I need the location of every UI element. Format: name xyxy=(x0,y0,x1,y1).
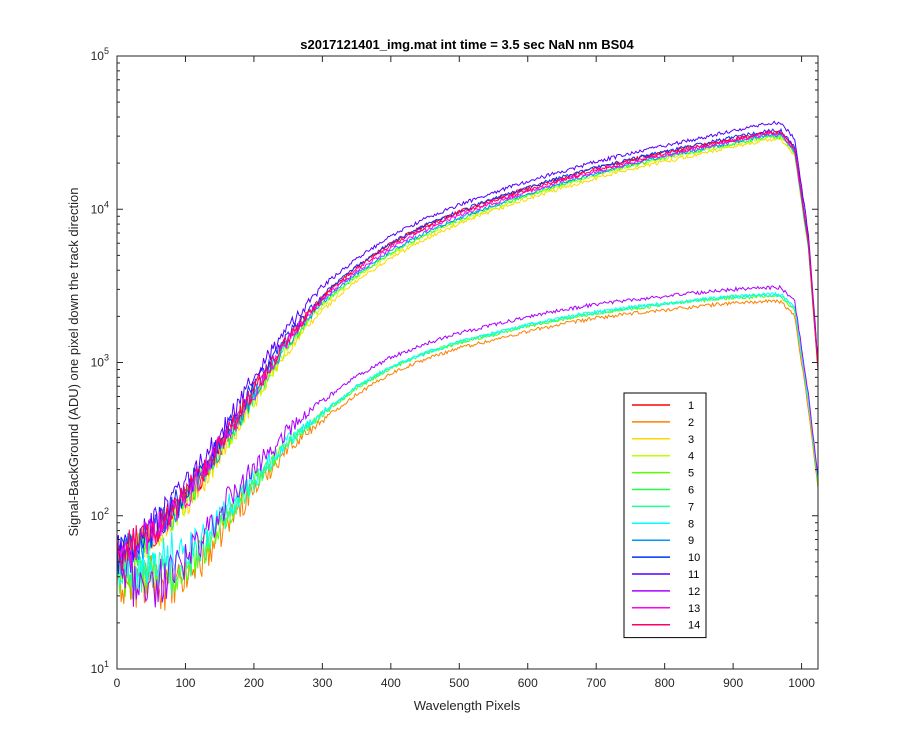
x-tick-label: 100 xyxy=(175,676,195,690)
x-tick-label: 900 xyxy=(723,676,743,690)
x-tick-label: 800 xyxy=(655,676,675,690)
x-axis-label: Wavelength Pixels xyxy=(414,698,521,713)
series-layer xyxy=(117,120,818,611)
y-axis-label: Signal-BackGround (ADU) one pixel down t… xyxy=(66,187,81,536)
y-tick-label: 102 xyxy=(91,506,109,523)
series-line-6 xyxy=(117,133,818,572)
x-tick-label: 1000 xyxy=(788,676,815,690)
legend-entry-label: 7 xyxy=(688,501,694,513)
y-tick-exponent: 4 xyxy=(104,199,109,209)
y-tick-exponent: 1 xyxy=(104,659,109,669)
y-tick-base: 10 xyxy=(91,509,105,523)
y-tick-label: 105 xyxy=(91,46,109,63)
legend-entry-label: 9 xyxy=(688,535,694,547)
legend-entry-label: 6 xyxy=(688,485,694,497)
y-tick-base: 10 xyxy=(91,662,105,676)
series-line-11 xyxy=(117,120,818,565)
legend-entry-label: 10 xyxy=(688,552,700,564)
series-line-8 xyxy=(117,291,818,591)
legend-entry-label: 13 xyxy=(688,603,700,615)
y-tick-label: 103 xyxy=(91,353,109,370)
ticks-layer: 0 100 200 300 400 500 600 700 800 900 100010110210… xyxy=(91,46,818,690)
y-tick-label: 104 xyxy=(91,199,109,216)
y-tick-exponent: 5 xyxy=(104,46,109,56)
legend-entry-label: 4 xyxy=(688,451,694,463)
legend-entry-label: 14 xyxy=(688,620,700,632)
x-tick-label: 500 xyxy=(449,676,469,690)
legend-entry-label: 12 xyxy=(688,586,700,598)
x-tick-label: 700 xyxy=(586,676,606,690)
legend-entry-label: 8 xyxy=(688,518,694,530)
plot-area xyxy=(117,56,818,669)
legend-box xyxy=(623,392,707,639)
chart-title: s2017121401_img.mat int time = 3.5 sec N… xyxy=(300,37,634,52)
y-tick-label: 101 xyxy=(91,659,109,676)
y-tick-exponent: 2 xyxy=(104,506,109,516)
legend-entry-label: 2 xyxy=(688,417,694,429)
x-tick-label: 400 xyxy=(381,676,401,690)
x-tick-label: 200 xyxy=(244,676,264,690)
series-line-12 xyxy=(117,284,818,608)
y-tick-base: 10 xyxy=(91,202,105,216)
x-tick-label: 300 xyxy=(312,676,332,690)
series-line-2 xyxy=(117,298,818,611)
y-tick-base: 10 xyxy=(91,49,105,63)
x-tick-label: 0 xyxy=(114,676,121,690)
legend-entry-label: 3 xyxy=(688,434,694,446)
x-tick-label: 600 xyxy=(518,676,538,690)
legend-entry-label: 5 xyxy=(688,468,694,480)
legend-entry-label: 11 xyxy=(688,569,699,581)
legend-entry-label: 1 xyxy=(688,400,694,412)
series-line-14 xyxy=(117,129,818,572)
y-tick-exponent: 3 xyxy=(104,353,109,363)
y-tick-base: 10 xyxy=(91,356,105,370)
